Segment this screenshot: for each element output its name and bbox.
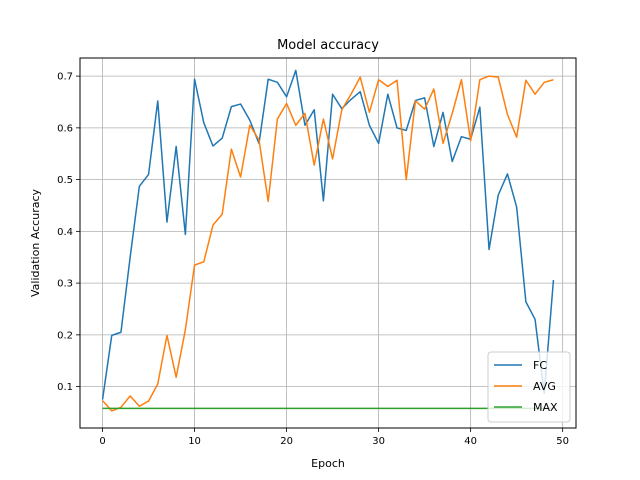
legend-label-avg: AVG	[533, 380, 556, 393]
legend-label-fc: FC	[533, 359, 547, 372]
x-axis: 0 10 20 30 40 50	[99, 428, 569, 447]
legend-box	[487, 351, 571, 423]
y-tick-label: 0.4	[57, 227, 73, 238]
series-layer	[101, 69, 555, 412]
chart-title: Model accuracy	[277, 38, 379, 53]
x-tick-label: 10	[188, 436, 201, 447]
series-line-fc	[101, 69, 555, 400]
y-axis-title: Validation Accuracy	[29, 188, 42, 297]
y-tick-label: 0.7	[57, 72, 73, 83]
series-line-avg	[101, 75, 554, 412]
grid	[80, 58, 576, 428]
y-axis: 0.1 0.2 0.3 0.4 0.5 0.6 0.7	[57, 72, 80, 393]
y-tick-label: 0.3	[57, 279, 73, 290]
x-tick-label: 30	[372, 436, 385, 447]
plot-frame	[79, 57, 577, 429]
x-tick-label: 40	[464, 436, 477, 447]
x-tick-label: 20	[280, 436, 293, 447]
x-tick-label: 0	[99, 436, 105, 447]
y-tick-label: 0.6	[57, 123, 73, 134]
y-tick-label: 0.2	[57, 330, 73, 341]
legend: FC AVG MAX	[487, 351, 571, 423]
legend-label-max: MAX	[533, 401, 558, 414]
y-tick-label: 0.5	[57, 175, 73, 186]
y-tick-label: 0.1	[57, 382, 73, 393]
x-tick-label: 50	[556, 436, 569, 447]
x-axis-title: Epoch	[311, 457, 345, 470]
